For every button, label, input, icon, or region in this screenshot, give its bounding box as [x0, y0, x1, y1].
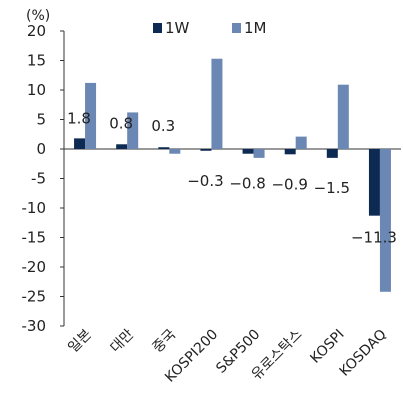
x-category-label: KOSDAQ	[337, 327, 390, 380]
bar-1m	[85, 82, 97, 149]
y-tick-label: -25	[22, 288, 47, 306]
legend: 1W 1M	[153, 19, 267, 37]
bar-1m	[127, 112, 139, 149]
bar-1w	[326, 149, 338, 158]
data-label: −11.3	[351, 229, 397, 247]
data-label: 1.8	[67, 109, 91, 127]
bar-1w	[74, 138, 86, 149]
y-tick-label: 0	[36, 140, 46, 158]
y-tick-label: -5	[31, 170, 46, 188]
x-category-label: 일본	[65, 326, 95, 356]
x-category-label: KOSPI	[307, 327, 347, 367]
legend-label-1w: 1W	[165, 19, 190, 37]
bar-1m	[337, 84, 349, 149]
x-category-label: 중국	[150, 326, 180, 356]
legend-swatch-1m	[232, 23, 241, 33]
y-tick-label: -15	[22, 229, 47, 247]
bar-1w	[284, 149, 296, 155]
data-labels: 1.8 0.8 0.3 −0.3 −0.8 −0.9 −1.5 −11.3	[67, 109, 397, 246]
data-label: −0.9	[271, 175, 307, 193]
y-tick-label: -20	[22, 258, 47, 276]
x-category-label: 대만	[107, 326, 137, 356]
bar-1w	[158, 147, 170, 149]
data-label: −1.5	[314, 179, 350, 197]
data-label: −0.3	[187, 172, 223, 190]
y-tick-label: 20	[27, 22, 46, 40]
y-tick-label: 5	[36, 111, 46, 129]
y-tick-label: 15	[27, 52, 46, 70]
bar-1m	[211, 58, 223, 150]
data-label: 0.3	[151, 117, 175, 135]
bar-1m	[169, 149, 181, 154]
y-unit-label: (%)	[26, 8, 50, 24]
bar-1w	[242, 149, 254, 154]
data-label: 0.8	[109, 114, 133, 132]
y-tick-label: 10	[27, 81, 46, 99]
bar-1w	[368, 149, 380, 216]
bar-1m	[379, 149, 391, 292]
bar-1m	[295, 136, 307, 149]
legend-label-1m: 1M	[244, 19, 267, 37]
data-label: −0.8	[229, 175, 265, 193]
bar-1w	[200, 149, 212, 151]
bar-1w	[116, 144, 128, 149]
bar-1m	[253, 149, 265, 158]
y-tick-label: -10	[22, 199, 47, 217]
legend-swatch-1w	[153, 23, 162, 33]
y-tick-label: -30	[22, 317, 47, 335]
bars	[74, 58, 391, 292]
